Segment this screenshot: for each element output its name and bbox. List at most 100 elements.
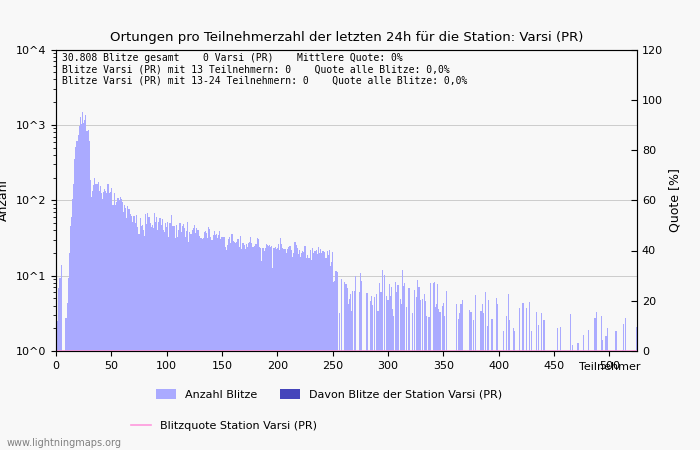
Bar	[335, 271, 337, 450]
Bar	[601, 316, 602, 450]
Bar	[103, 192, 104, 450]
Bar	[372, 306, 373, 450]
Bar	[588, 330, 589, 450]
Blitzquote Station Varsi (PR)	[246, 348, 255, 354]
Bar	[279, 251, 280, 450]
Bar	[246, 244, 247, 450]
Bar	[202, 238, 204, 450]
Bar	[512, 328, 514, 450]
Bar	[145, 215, 146, 450]
Bar	[60, 278, 61, 450]
Bar	[469, 310, 470, 450]
Bar	[265, 248, 266, 450]
Bar	[57, 288, 59, 450]
Bar	[216, 234, 217, 450]
Bar	[105, 191, 106, 450]
Bar	[127, 206, 129, 450]
Bar	[178, 230, 179, 450]
Bar	[193, 228, 194, 450]
Bar	[187, 221, 188, 450]
Bar	[529, 302, 530, 450]
Bar	[152, 225, 153, 450]
Bar	[414, 290, 415, 450]
Bar	[402, 270, 403, 450]
Bar	[78, 126, 80, 450]
Bar	[88, 130, 89, 450]
Bar	[491, 319, 493, 450]
Bar	[282, 248, 284, 450]
Bar	[120, 199, 122, 450]
Bar	[206, 233, 207, 450]
Bar	[344, 282, 345, 450]
Bar	[496, 298, 497, 450]
Bar	[543, 320, 545, 450]
Bar	[360, 273, 361, 450]
Bar	[226, 250, 227, 450]
Bar	[227, 245, 228, 450]
Bar	[295, 245, 297, 450]
Bar	[425, 301, 426, 450]
Bar	[350, 294, 351, 450]
Bar	[312, 248, 314, 450]
Bar	[371, 296, 372, 450]
Bar	[217, 238, 218, 450]
Bar	[126, 218, 127, 450]
Bar	[81, 125, 82, 450]
Bar	[256, 244, 257, 450]
Bar	[607, 328, 608, 450]
Bar	[123, 212, 124, 450]
Bar	[428, 317, 430, 450]
Bar	[321, 253, 322, 450]
Bar	[458, 320, 459, 450]
Bar	[392, 309, 393, 450]
Bar	[234, 243, 236, 450]
Bar	[209, 229, 211, 450]
Bar	[497, 304, 498, 450]
Bar	[86, 131, 88, 450]
Blitzquote Station Varsi (PR)	[217, 348, 225, 354]
Bar	[583, 335, 584, 450]
Bar	[320, 249, 321, 450]
Bar	[531, 331, 533, 450]
Title: Ortungen pro Teilnehmerzahl der letzten 24h für die Station: Varsi (PR): Ortungen pro Teilnehmerzahl der letzten …	[110, 31, 583, 44]
Bar	[424, 294, 425, 450]
Bar	[113, 205, 114, 450]
Bar	[70, 226, 71, 450]
Bar	[291, 250, 293, 450]
Bar	[387, 300, 388, 450]
Bar	[281, 244, 282, 450]
Bar	[393, 315, 394, 450]
Bar	[106, 194, 108, 450]
Bar	[426, 315, 427, 450]
Bar	[63, 393, 64, 450]
Bar	[438, 309, 440, 450]
Bar	[166, 227, 167, 450]
Text: Teilnehmer: Teilnehmer	[579, 362, 640, 372]
Bar	[144, 236, 145, 450]
Blitzquote Station Varsi (PR)	[263, 348, 272, 354]
Bar	[324, 252, 326, 450]
Bar	[346, 288, 348, 450]
Bar	[404, 283, 405, 450]
Bar	[390, 296, 391, 450]
Bar	[204, 232, 205, 450]
Bar	[301, 253, 302, 450]
Bar	[509, 320, 510, 450]
Bar	[132, 222, 133, 450]
Blitzquote Station Varsi (PR)	[186, 348, 194, 354]
Legend: Blitzquote Station Varsi (PR): Blitzquote Station Varsi (PR)	[127, 417, 321, 436]
Text: 30.808 Blitze gesamt    0 Varsi (PR)    Mittlere Quote: 0%
Blitze Varsi (PR) mit: 30.808 Blitze gesamt 0 Varsi (PR) Mittle…	[62, 53, 467, 86]
Bar	[352, 291, 353, 450]
Bar	[314, 251, 316, 450]
Bar	[102, 199, 103, 450]
Bar	[506, 316, 507, 450]
Bar	[59, 278, 60, 450]
Bar	[97, 182, 99, 450]
Bar	[245, 249, 246, 450]
Bar	[443, 303, 444, 450]
Bar	[116, 202, 118, 450]
Bar	[309, 258, 310, 450]
Bar	[289, 246, 290, 450]
Bar	[142, 225, 143, 450]
Bar	[131, 216, 132, 450]
